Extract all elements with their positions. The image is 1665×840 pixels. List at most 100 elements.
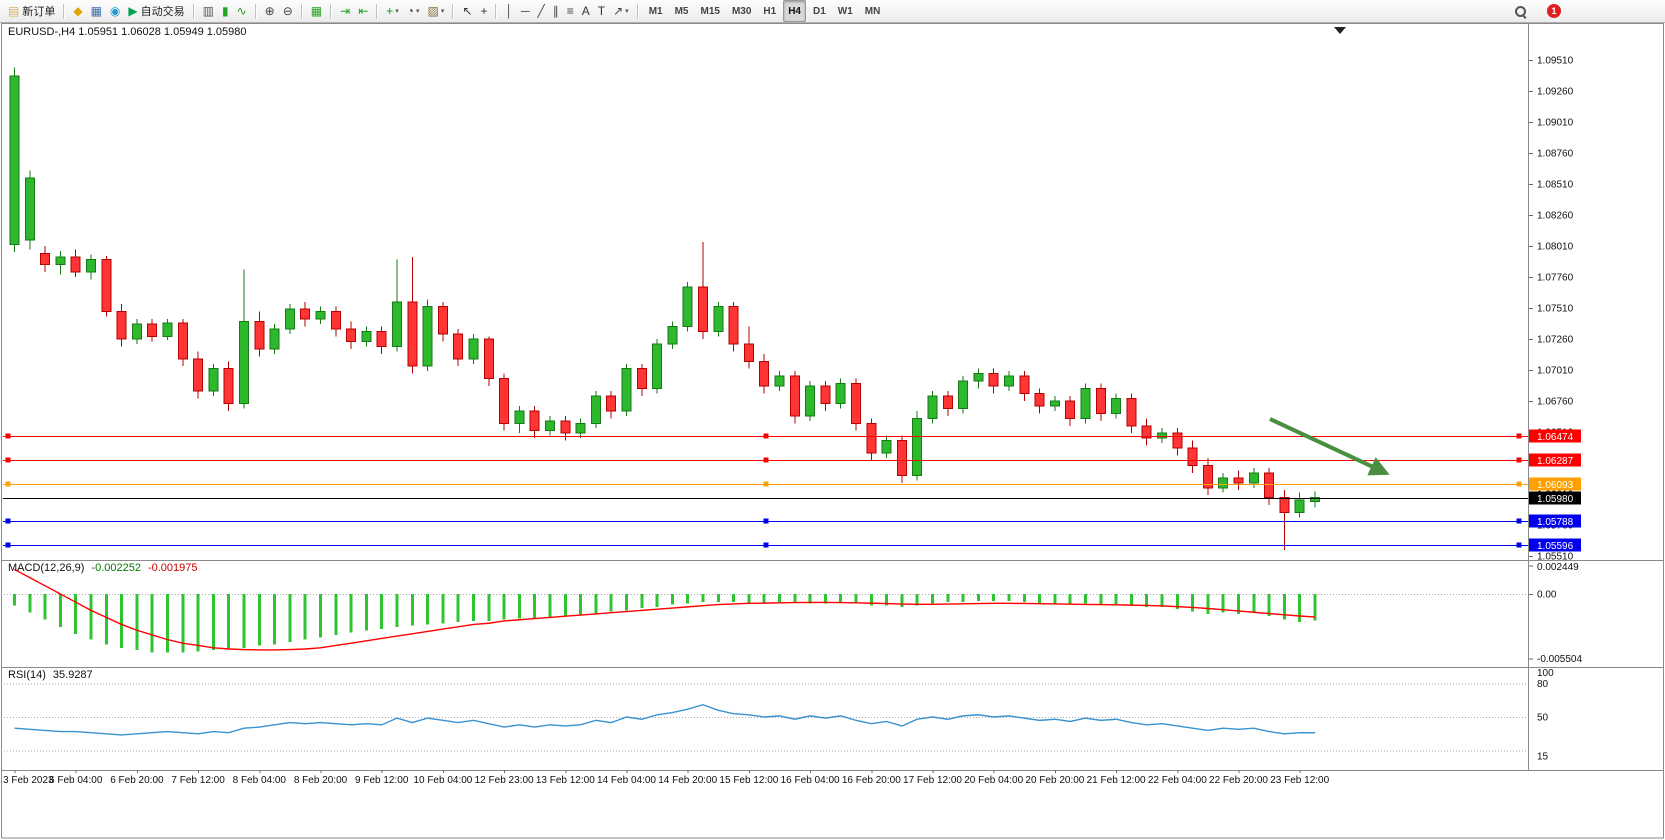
tile-windows-icon[interactable]: ▦ — [308, 2, 325, 20]
label-tool-icon[interactable]: T — [595, 2, 608, 20]
tf-m5[interactable]: M5 — [674, 5, 689, 17]
autotrading-glyph: ▶ — [128, 4, 138, 18]
macd-scale[interactable]: 0.002449 0.00 -0.005504 — [1529, 562, 1582, 665]
notification-badge[interactable]: 1 — [1544, 2, 1564, 20]
svg-text:1.05788: 1.05788 — [1537, 517, 1574, 528]
toolbar-separator — [495, 3, 498, 19]
horizontal-line-tool-icon-glyph: ─ — [520, 4, 530, 18]
community-icon-glyph: ◉ — [109, 4, 121, 18]
svg-text:80: 80 — [1537, 679, 1549, 690]
trend-arrow-annotation[interactable] — [1269, 417, 1390, 476]
bars-chart-icon[interactable]: ▥ — [200, 2, 217, 20]
candlestick-chart-icon-glyph: ▮ — [221, 4, 229, 18]
community-icon[interactable]: ◉ — [107, 2, 123, 20]
market-watch-icon[interactable]: ◆ — [70, 2, 85, 20]
trendline-tool-icon-glyph: ╱ — [537, 4, 545, 18]
fibonacci-tool-icon-glyph: ≡ — [566, 4, 574, 18]
notification-badge-count: 1 — [1547, 4, 1561, 18]
svg-text:1.09260: 1.09260 — [1537, 86, 1574, 97]
svg-text:1.06093: 1.06093 — [1537, 480, 1574, 491]
zoom-out-icon[interactable]: ⊖ — [280, 2, 296, 20]
tf-h4[interactable]: H4 — [783, 0, 806, 22]
svg-text:1.07760: 1.07760 — [1537, 272, 1574, 283]
fibonacci-tool-icon[interactable]: ≡ — [564, 2, 577, 20]
new-chart-button[interactable]: + ▾ — [383, 2, 402, 20]
zoom-in-icon[interactable]: ⊕ — [262, 2, 278, 20]
toolbar-separator — [636, 3, 639, 19]
svg-text:1.08760: 1.08760 — [1537, 148, 1574, 159]
hline-1.05788[interactable]: 1.05788 — [3, 514, 1581, 529]
chart-shift-icon[interactable]: ⇤ — [355, 2, 371, 20]
tf-m15[interactable]: M15 — [700, 5, 720, 17]
rsi-value: 35.9287 — [52, 669, 93, 681]
chart-menu-arrow[interactable] — [1334, 27, 1346, 34]
text-tool-icon[interactable]: A — [579, 2, 593, 20]
vertical-line-tool-icon[interactable]: │ — [502, 2, 516, 20]
svg-text:14 Feb 04:00: 14 Feb 04:00 — [597, 775, 656, 786]
tf-m1[interactable]: M1 — [648, 5, 663, 17]
channel-tool-icon[interactable]: ∥ — [550, 2, 562, 20]
crosshair-icon[interactable]: + — [477, 2, 490, 20]
svg-text:1.07260: 1.07260 — [1537, 334, 1574, 345]
horizontal-line-tool-icon[interactable]: ─ — [518, 2, 533, 20]
periods-button[interactable]: ◔ ▾ — [404, 2, 423, 20]
hline-1.06474[interactable]: 1.06474 — [3, 429, 1581, 444]
svg-text:1.08260: 1.08260 — [1537, 210, 1574, 221]
svg-text:21 Feb 12:00: 21 Feb 12:00 — [1087, 775, 1146, 786]
candlestick-chart-icon[interactable]: ▮ — [219, 2, 232, 20]
tile-windows-icon-glyph: ▦ — [310, 4, 323, 18]
search-icon[interactable] — [1511, 2, 1530, 20]
svg-text:-0.005504: -0.005504 — [1537, 654, 1582, 665]
line-chart-icon[interactable]: ∿ — [234, 2, 250, 20]
channel-tool-icon-glyph: ∥ — [552, 4, 559, 18]
tf-m30[interactable]: M30 — [731, 5, 752, 17]
svg-text:0.00: 0.00 — [1537, 590, 1557, 601]
market-watch-icon-glyph: ◆ — [73, 4, 83, 18]
svg-text:22 Feb 04:00: 22 Feb 04:00 — [1148, 775, 1207, 786]
tf-h1[interactable]: H1 — [763, 5, 777, 17]
auto-scroll-icon-glyph: ⇥ — [340, 4, 351, 18]
macd-value: -0.002252 — [91, 562, 141, 574]
toolbar-separator — [330, 3, 333, 19]
svg-text:0.002449: 0.002449 — [1537, 562, 1579, 573]
svg-text:1.05980: 1.05980 — [1537, 494, 1574, 505]
svg-text:1.09510: 1.09510 — [1537, 55, 1574, 66]
svg-text:7 Feb 12:00: 7 Feb 12:00 — [171, 775, 225, 786]
macd-histogram — [13, 594, 1317, 653]
svg-text:10 Feb 04:00: 10 Feb 04:00 — [413, 775, 472, 786]
templates-button[interactable]: ▨ ▾ — [425, 2, 448, 20]
shapes-tool-icon-caret: ▾ — [625, 8, 629, 15]
toolbar-separator — [254, 3, 257, 19]
trendline-tool-icon[interactable]: ╱ — [535, 2, 548, 20]
hline-1.06093[interactable]: 1.06093 — [3, 477, 1581, 492]
toolbar-separator — [300, 3, 303, 19]
autotrading-button[interactable]: ▶ 自动交易 — [125, 2, 187, 20]
auto-scroll-icon[interactable]: ⇥ — [337, 2, 353, 20]
svg-text:1.05596: 1.05596 — [1537, 541, 1574, 552]
hline-1.05596[interactable]: 1.05596 — [3, 538, 1581, 553]
tf-d1[interactable]: D1 — [813, 5, 826, 17]
svg-text:8 Feb 04:00: 8 Feb 04:00 — [233, 775, 287, 786]
new-chart-glyph: + — [386, 4, 394, 18]
cursor-icon[interactable]: ↖ — [459, 2, 475, 20]
macd-name: MACD(12,26,9) — [8, 562, 85, 574]
svg-text:9 Feb 12:00: 9 Feb 12:00 — [355, 775, 409, 786]
svg-text:1.05510: 1.05510 — [1537, 551, 1574, 562]
charts-window-icon[interactable]: ▦ — [88, 2, 105, 20]
svg-text:13 Feb 12:00: 13 Feb 12:00 — [536, 775, 595, 786]
macd-signal-line — [14, 568, 1316, 651]
new-order-button[interactable]: ▤ 新订单 — [5, 2, 58, 20]
toolbar-main: ▤ 新订单 ◆ ▦ ◉ ▶ 自动交易 ▥ ▮ ∿ ⊕ ⊖ ▦ ⇥ ⇤ + ▾ ◔ ▾ ▨ ▾ ↖ + │ ─ ╱ ∥ ≡ A T ↗ ▾ M1 M… — [4, 0, 886, 22]
tf-mn[interactable]: MN — [864, 5, 881, 17]
svg-text:6 Feb 04:00: 6 Feb 04:00 — [49, 775, 103, 786]
rsi-label: RSI(14) 35.9287 — [8, 669, 93, 681]
tf-w1[interactable]: W1 — [837, 5, 853, 17]
line-chart-icon-glyph: ∿ — [236, 4, 247, 18]
hline-1.06287[interactable]: 1.06287 — [3, 453, 1581, 468]
shapes-tool-icon[interactable]: ↗ ▾ — [610, 2, 632, 20]
svg-text:20 Feb 20:00: 20 Feb 20:00 — [1025, 775, 1084, 786]
svg-text:1.07010: 1.07010 — [1537, 365, 1574, 376]
